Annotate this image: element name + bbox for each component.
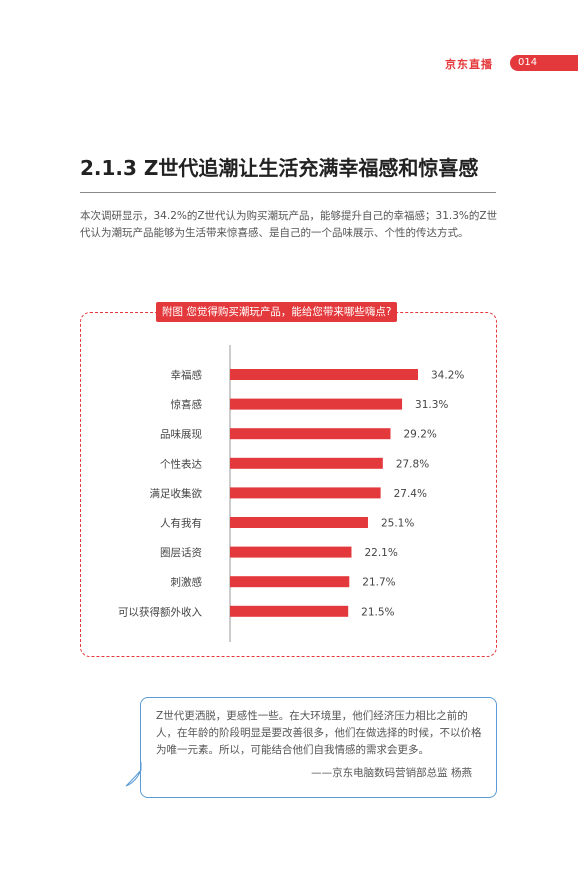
category-label: 人有我有 xyxy=(160,517,202,530)
category-label: 圈层话资 xyxy=(160,547,202,559)
category-label: 个性表达 xyxy=(160,457,202,470)
quote-attribution: ——京东电脑数码营销部总监 杨燕 xyxy=(311,767,472,779)
value-label: 21.7% xyxy=(362,577,395,589)
brand-logo-text: 京东直播 xyxy=(445,58,493,71)
bar xyxy=(230,517,368,528)
value-label: 29.2% xyxy=(404,429,437,441)
quote-box: Z世代更洒脱，更感性一些。在大环境里，他们经济压力相比之前的人，在年龄的阶段明显… xyxy=(140,697,497,798)
chart-caption: 附图 您觉得购买潮玩产品，能给您带来哪些嗨点? xyxy=(156,302,398,322)
bar xyxy=(230,457,383,469)
bar xyxy=(230,369,418,380)
value-label: 31.3% xyxy=(415,399,448,411)
category-label: 可以获得额外收入 xyxy=(118,605,202,618)
category-label: 满足收集欲 xyxy=(150,487,203,500)
quote-text: Z世代更洒脱，更感性一些。在大环境里，他们经济压力相比之前的人，在年龄的阶段明显… xyxy=(156,710,482,756)
bar xyxy=(230,605,349,617)
bar xyxy=(230,398,403,410)
page-number-tab: 014 xyxy=(510,55,578,71)
value-label: 27.8% xyxy=(396,458,429,470)
value-label: 21.5% xyxy=(361,606,394,618)
title-divider xyxy=(80,192,496,193)
value-label: 25.1% xyxy=(381,518,414,530)
category-label: 品味展现 xyxy=(160,429,202,441)
value-label: 27.4% xyxy=(394,488,427,500)
bar xyxy=(230,576,350,588)
bar xyxy=(230,487,381,499)
category-label: 惊喜感 xyxy=(171,398,203,411)
section-title: 2.1.3 Z世代追潮让生活充满幸福感和惊喜感 xyxy=(80,156,479,180)
bar xyxy=(230,546,352,558)
bar xyxy=(230,428,391,440)
speech-bubble-tail xyxy=(125,762,142,787)
category-label: 幸福感 xyxy=(171,369,203,382)
value-label: 34.2% xyxy=(431,370,464,382)
category-label: 刺激感 xyxy=(171,576,203,589)
value-label: 22.1% xyxy=(364,547,397,559)
intro-paragraph: 本次调研显示，34.2%的Z世代认为购买潮玩产品，能够提升自己的幸福感；31.3… xyxy=(80,210,498,239)
